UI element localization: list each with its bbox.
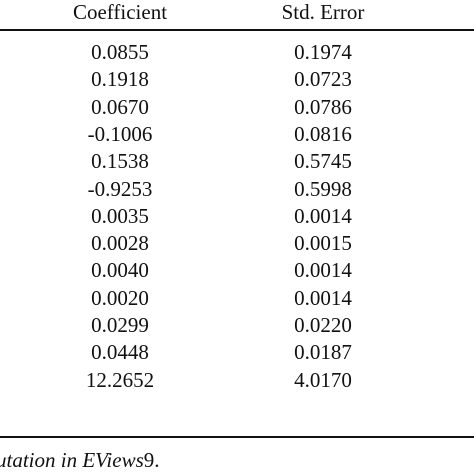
- coefficient-cell: 0.0855: [91, 40, 149, 64]
- std-error-cell: 0.5998: [294, 177, 352, 201]
- coefficient-cell: 0.0448: [91, 340, 149, 364]
- coefficient-cell: -0.9253: [87, 177, 153, 201]
- std-error-cell: 0.0723: [294, 67, 352, 91]
- coefficient-cell: 0.0299: [91, 313, 149, 337]
- std-error-cell: 0.0014: [294, 258, 352, 282]
- table-footnote: utation in EViews9.: [0, 448, 160, 472]
- footnote-italic-text: utation in EViews: [0, 448, 144, 472]
- header-coefficient: Coefficient: [72, 0, 168, 24]
- coefficient-cell: 0.1538: [91, 149, 149, 173]
- coefficient-cell: 0.1918: [91, 67, 149, 91]
- std-error-cell: 0.0816: [294, 122, 352, 146]
- coefficient-cell: 12.2652: [85, 368, 155, 392]
- footnote-plain-text: 9.: [143, 448, 160, 472]
- bottom-rule: [0, 436, 474, 438]
- header-rule: [0, 29, 474, 31]
- coefficient-cell: 0.0040: [91, 258, 149, 282]
- coefficient-cell: 0.0028: [91, 231, 149, 255]
- header-std-error: Std. Error: [281, 0, 365, 24]
- std-error-cell: 0.0014: [294, 286, 352, 310]
- std-error-cell: 0.0015: [294, 231, 352, 255]
- coefficient-cell: 0.0035: [91, 204, 149, 228]
- std-error-cell: 4.0170: [294, 368, 352, 392]
- std-error-cell: 0.1974: [294, 40, 352, 64]
- coefficient-cell: -0.1006: [87, 122, 153, 146]
- coefficient-cell: 0.0670: [91, 95, 149, 119]
- std-error-cell: 0.0220: [294, 313, 352, 337]
- std-error-cell: 0.0187: [294, 340, 352, 364]
- std-error-cell: 0.0014: [294, 204, 352, 228]
- std-error-cell: 0.5745: [294, 149, 352, 173]
- coefficient-cell: 0.0020: [91, 286, 149, 310]
- std-error-cell: 0.0786: [294, 95, 352, 119]
